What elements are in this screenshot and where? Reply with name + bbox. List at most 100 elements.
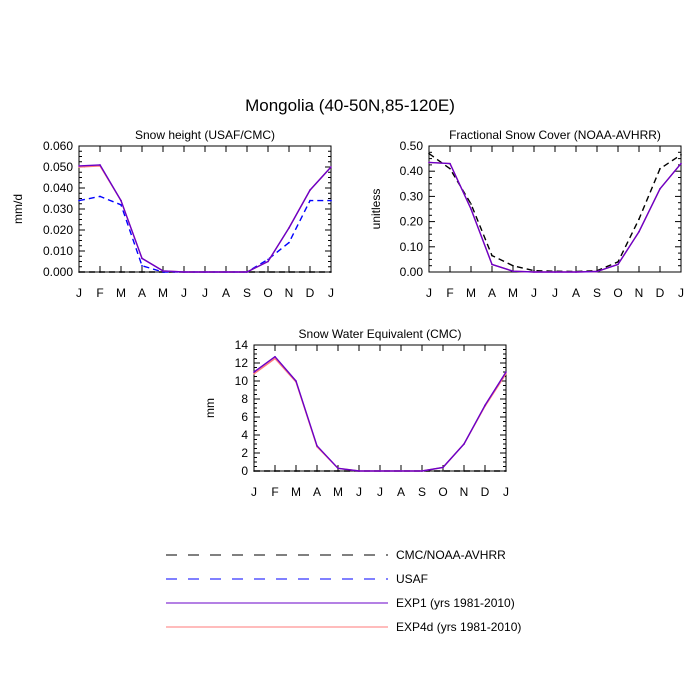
y-tick-label: 0.40 (400, 164, 424, 178)
data-point (358, 470, 360, 472)
x-tick-label: M (158, 286, 168, 300)
chart-2: Fractional Snow Cover (NOAA-AVHRR) unitle… (369, 128, 684, 300)
data-point (309, 271, 311, 273)
data-point (505, 470, 507, 472)
plot-frame (78, 145, 332, 273)
data-point (638, 230, 640, 233)
series-line-usaf (78, 195, 331, 273)
data-point (162, 270, 164, 272)
x-tick-label: A (138, 286, 146, 300)
data-point (99, 271, 101, 273)
data-point (295, 380, 297, 382)
data-point (400, 470, 402, 472)
data-point (659, 188, 661, 190)
data-point (470, 208, 472, 210)
legend-label: EXP1 (yrs 1981-2010) (396, 596, 515, 610)
x-tick-label: J (678, 286, 684, 300)
data-point (442, 466, 444, 469)
data-point (288, 241, 290, 244)
data-point (288, 271, 290, 273)
data-point (225, 271, 227, 273)
data-point (253, 373, 255, 375)
data-point (99, 195, 101, 198)
x-tick-label: J (503, 485, 509, 499)
data-point (512, 264, 514, 267)
data-point (617, 261, 619, 263)
x-tick-label: M (333, 485, 343, 499)
legend-label: EXP4d (yrs 1981-2010) (396, 620, 521, 634)
data-point (267, 260, 269, 263)
x-tick-label: J (76, 286, 82, 300)
data-point (183, 271, 185, 273)
y-tick-label: 0 (241, 464, 248, 478)
series-points (253, 355, 507, 472)
x-tick-label: J (552, 286, 558, 300)
data-point (442, 470, 444, 472)
y-tick-label: 0.20 (400, 215, 424, 229)
y-tick-label: 0.00 (400, 265, 424, 279)
legend-label: CMC/NOAA-AVHRR (396, 548, 506, 562)
x-tick-label: M (116, 286, 126, 300)
chart-title: Snow height (USAF/CMC) (135, 128, 275, 142)
y-tick-label: 10 (235, 374, 249, 388)
data-point (99, 164, 101, 166)
legend-item: EXP1 (yrs 1981-2010) (166, 596, 515, 610)
x-tick-label: A (572, 286, 580, 300)
data-point (337, 467, 339, 470)
data-point (428, 161, 430, 164)
data-point (246, 271, 248, 273)
chart-3: Snow Water Equivalent (CMC) mm 0 2 4 6 8 10 12 14… (203, 327, 509, 499)
legend-label: USAF (396, 572, 428, 586)
legend-item: EXP4d (yrs 1981-2010) (166, 620, 521, 634)
data-point (470, 203, 472, 205)
x-tick-label: O (438, 485, 447, 499)
series-line-exp1-yrs-1981-2010- (428, 161, 682, 273)
data-point (680, 162, 682, 165)
y-tick-label: 6 (241, 410, 248, 424)
data-point (120, 199, 122, 202)
data-point (120, 271, 122, 273)
data-point (533, 269, 535, 272)
data-point (288, 227, 290, 229)
y-tick-label: 0.10 (400, 240, 424, 254)
series-points (428, 152, 682, 273)
data-point (449, 162, 451, 165)
series-line-cmc-noaa-avhrr (428, 153, 682, 273)
x-tick-label: O (263, 286, 272, 300)
data-point (638, 218, 640, 220)
x-tick-label: J (426, 286, 432, 300)
data-point (449, 167, 451, 170)
y-axis-label: mm (203, 398, 217, 418)
series-line-exp4d-yrs-1981-2010- (428, 161, 682, 273)
x-tick-label: S (418, 485, 426, 499)
data-point (274, 355, 276, 358)
data-point (330, 166, 332, 168)
x-tick-label: J (251, 485, 257, 499)
y-tick-label: 0.000 (43, 265, 73, 279)
y-tick-label: 0.50 (400, 139, 424, 153)
x-tick-label: O (613, 286, 622, 300)
x-tick-label: J (531, 286, 537, 300)
data-point (330, 199, 332, 202)
x-tick-label: M (291, 485, 301, 499)
legend: CMC/NOAA-AVHRR USAF EXP1 (yrs 1981-2010) EX… (166, 548, 521, 634)
y-axis-label: mm/d (11, 194, 25, 224)
data-point (505, 371, 507, 373)
chart-title: Snow Water Equivalent (CMC) (299, 327, 462, 341)
x-tick-label: A (222, 286, 230, 300)
data-point (141, 271, 143, 273)
data-point (491, 254, 493, 257)
x-tick-label: A (313, 485, 321, 499)
y-tick-label: 0.030 (43, 202, 73, 216)
y-tick-label: 0.050 (43, 160, 73, 174)
data-point (680, 154, 682, 156)
data-point (309, 199, 311, 202)
data-point (554, 271, 556, 273)
x-tick-label: J (356, 485, 362, 499)
x-tick-label: S (593, 286, 601, 300)
data-point (309, 189, 311, 191)
data-point (316, 470, 318, 472)
series-points (428, 161, 682, 273)
y-tick-label: 0.040 (43, 181, 73, 195)
